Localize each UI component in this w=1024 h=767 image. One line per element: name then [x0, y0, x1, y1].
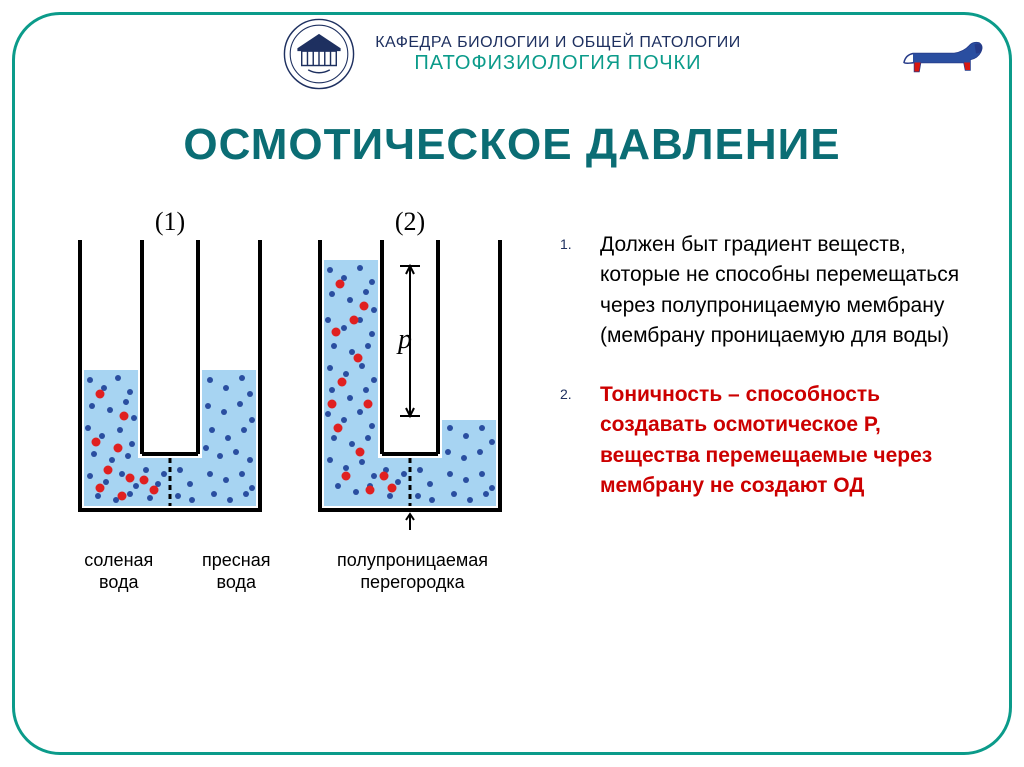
osmosis-diagram: (1) — [60, 210, 530, 550]
university-logo: ДГТУ — [283, 18, 355, 90]
text-column: 1. Должен быт градиент веществ, которые … — [560, 210, 964, 707]
slide-header: ДГТУ КАФЕДРА БИОЛОГИИ И ОБЩЕЙ ПАТОЛОГИИ … — [0, 18, 1024, 90]
tube2-top-label: (2) — [395, 210, 425, 236]
list-text-1: Должен быт градиент веществ, которые не … — [600, 230, 964, 352]
list-number-2: 2. — [560, 380, 582, 502]
caption-salt-water: соленая вода — [60, 550, 178, 593]
list-number-1: 1. — [560, 230, 582, 352]
caption-membrane: полупроницаемая перегородка — [295, 550, 530, 593]
caption-fresh-water: пресная вода — [178, 550, 296, 593]
list-item-1: 1. Должен быт градиент веществ, которые … — [560, 230, 964, 352]
department-label: КАФЕДРА БИОЛОГИИ И ОБЩЕЙ ПАТОЛОГИИ — [375, 34, 741, 52]
svg-text:ДГТУ: ДГТУ — [311, 40, 328, 47]
dachshund-icon — [898, 32, 988, 78]
slide-title: ОСМОТИЧЕСКОЕ ДАВЛЕНИЕ — [0, 120, 1024, 170]
diagram-column: (1) — [60, 210, 530, 707]
list-item-2: 2. Тоничность – способность создавать ос… — [560, 380, 964, 502]
diagram-captions: соленая вода пресная вода полупроницаема… — [60, 550, 530, 593]
list-text-2: Тоничность – способность создавать осмот… — [600, 380, 964, 502]
subject-label: ПАТОФИЗИОЛОГИЯ ПОЧКИ — [375, 52, 741, 75]
content-area: (1) — [60, 210, 964, 707]
header-text-block: КАФЕДРА БИОЛОГИИ И ОБЩЕЙ ПАТОЛОГИИ ПАТОФ… — [375, 34, 741, 75]
tube1-top-label: (1) — [155, 210, 185, 236]
pressure-label: p — [396, 324, 412, 355]
